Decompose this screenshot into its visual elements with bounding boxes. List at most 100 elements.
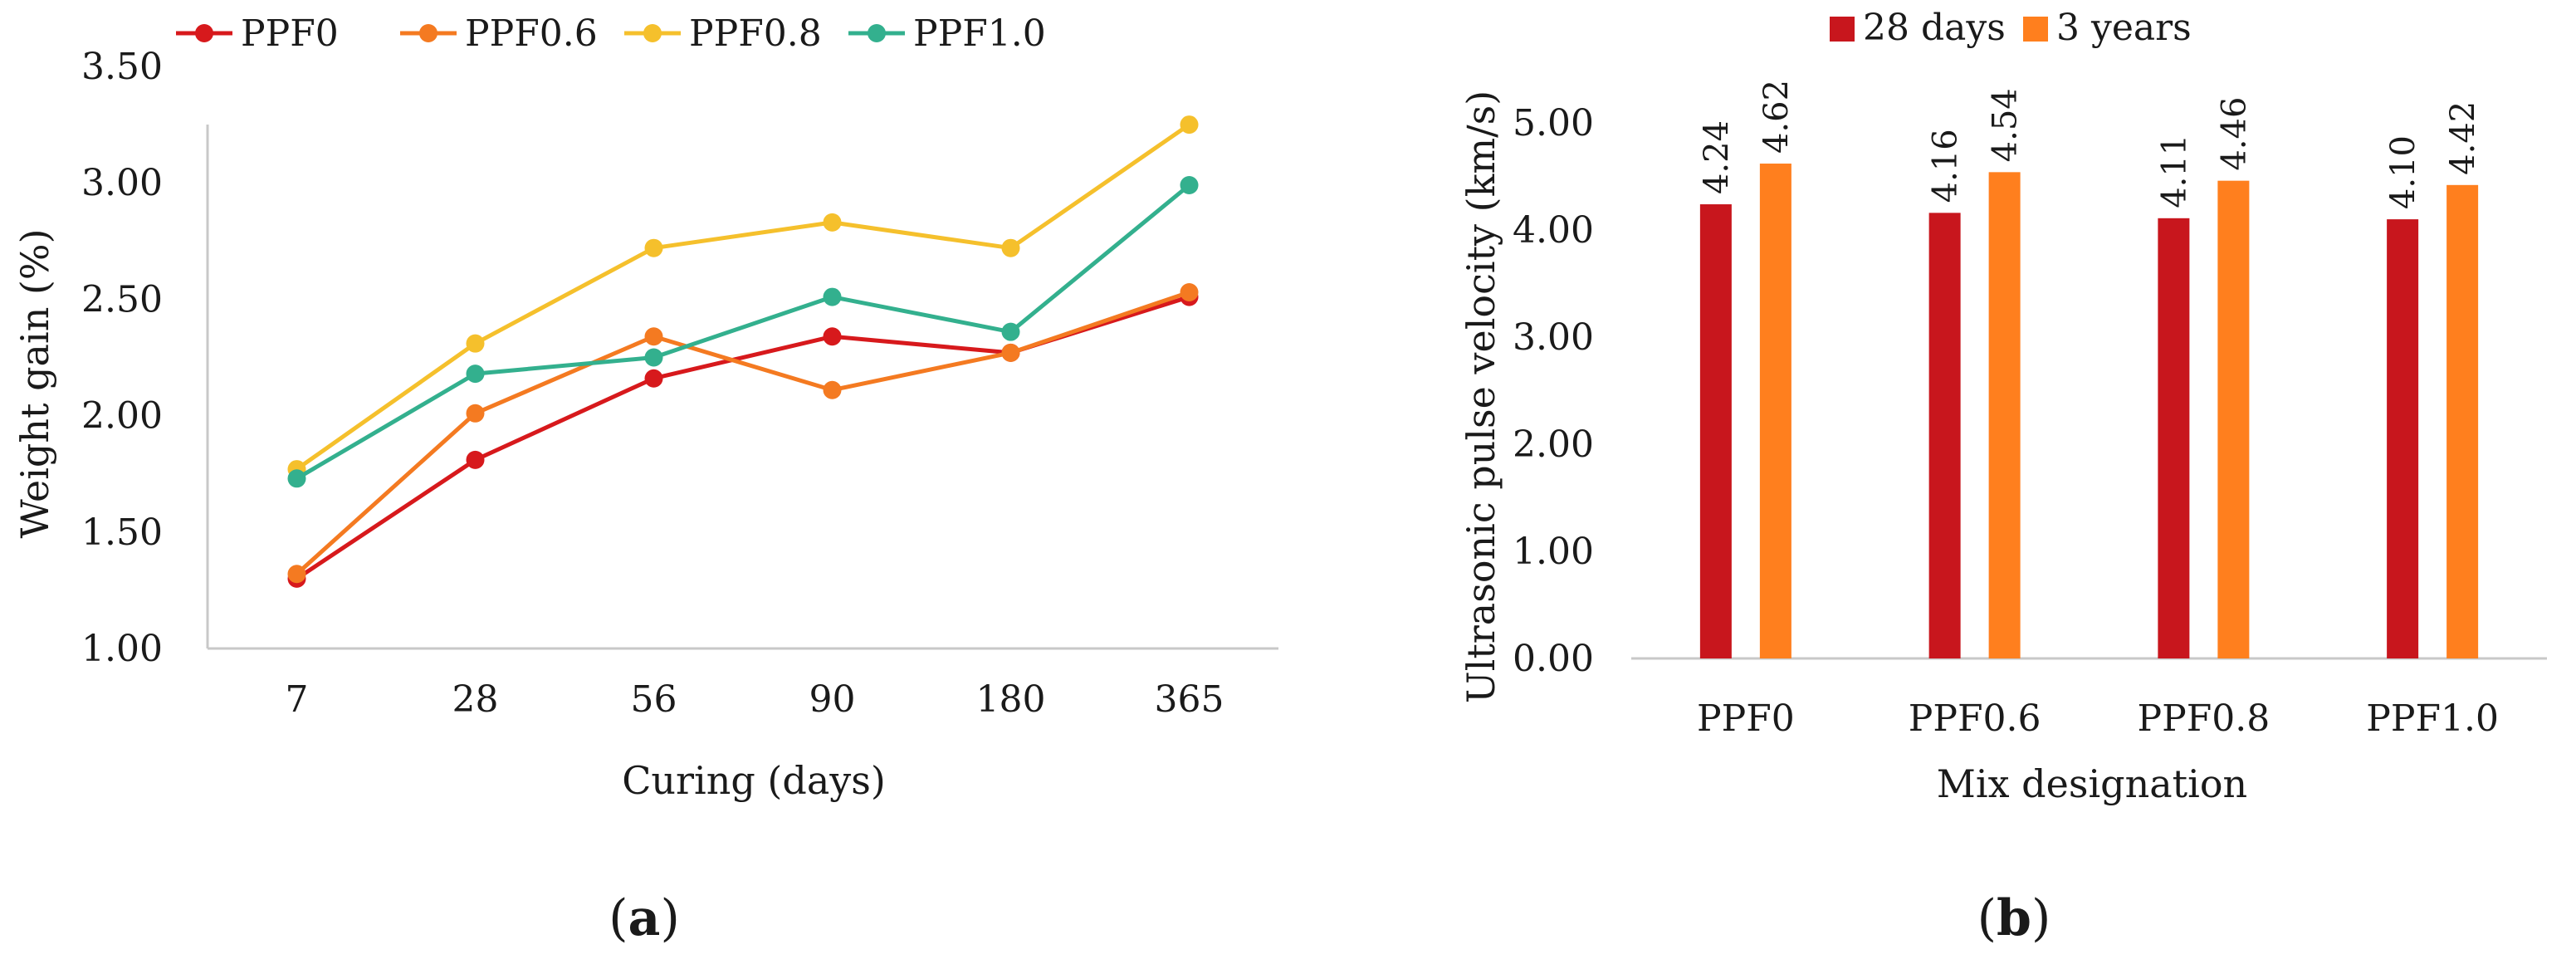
- panel-b-bar-28-days: [1699, 204, 1732, 659]
- panel-b-y-tick-label: 0.00: [1513, 638, 1594, 680]
- panel-a-legend-marker: [195, 24, 213, 42]
- panel-b-y-tick-label: 2.00: [1513, 423, 1594, 466]
- panel-a-data-point: [1001, 238, 1020, 257]
- panel-a-x-tick-label: 7: [286, 678, 309, 721]
- panel-b-bar-28-days: [2158, 218, 2190, 658]
- panel-a-data-point: [644, 369, 663, 388]
- panel-b-bar-3-years: [2217, 180, 2250, 658]
- panel-a-data-point: [823, 287, 842, 306]
- panel-b-y-tick-label: 1.00: [1513, 531, 1594, 573]
- panel-b-x-tick-label: PPF0.6: [1909, 697, 2041, 740]
- panel-b-y-axis-title: Ultrasonic pulse velocity (km/s): [1459, 91, 1503, 703]
- panel-b-legend-label: 3 years: [2056, 7, 2192, 49]
- panel-b-legend-item: 3 years: [2023, 7, 2192, 49]
- panel-b-data-label: 4.24: [1698, 120, 1736, 194]
- panel-b-data-label: 4.54: [1987, 88, 2025, 162]
- panel-a-legend-item: PPF1.0: [848, 12, 1046, 55]
- panel-b-bar-3-years: [1759, 164, 1791, 658]
- panel-a-data-point: [823, 380, 842, 399]
- panel-b-label-open: (: [1977, 889, 1997, 947]
- panel-b-data-label: 4.10: [2384, 135, 2422, 209]
- panel-a-data-point: [466, 365, 485, 384]
- panel-b-label-close: ): [2031, 889, 2051, 947]
- panel-a-legend-item: PPF0.6: [400, 12, 598, 55]
- panel-a-legend-marker: [419, 24, 437, 42]
- panel-a-line-chart: PPF0 PPF0.6 PPF0.8 PPF1.0 Weight gain (%) 1…: [12, 12, 1278, 947]
- panel-a-legend-item: PPF0: [176, 12, 339, 55]
- panel-a-y-axis-title: Weight gain (%): [12, 228, 57, 538]
- panel-a-legend-marker: [868, 24, 886, 42]
- panel-a-data-point: [644, 327, 663, 346]
- panel-a-data-point: [644, 238, 663, 257]
- panel-a-label-close: ): [660, 889, 679, 947]
- panel-a-y-tick-label: 3.50: [81, 46, 163, 88]
- panel-b-bar-chart: 28 days 3 years Ultrasonic pulse velocity…: [1459, 7, 2547, 947]
- panel-b-label-letter: b: [1997, 889, 2031, 947]
- panel-b-legend-label: 28 days: [1863, 7, 2006, 49]
- panel-b-legend-swatch: [2023, 17, 2048, 42]
- panel-a-series-line: [296, 123, 1190, 472]
- panel-a-legend-label: PPF1.0: [913, 12, 1046, 55]
- panel-b-data-label: 4.16: [1927, 129, 1965, 203]
- panel-a-legend-marker: [643, 24, 662, 42]
- panel-a-legend: PPF0 PPF0.6 PPF0.8 PPF1.0: [176, 12, 1046, 55]
- panel-b-data-label: 4.62: [1757, 80, 1796, 154]
- panel-b-bar-3-years: [2446, 184, 2479, 658]
- panel-a-data-point: [466, 450, 485, 469]
- panel-a-x-tick-label: 28: [452, 678, 499, 721]
- panel-a-y-tick-label: 2.50: [81, 278, 163, 321]
- panel-a-data-point: [823, 327, 842, 346]
- panel-a-series-line: [296, 184, 1191, 481]
- panel-a-series-ppf1-0: [287, 176, 1199, 488]
- panel-b-x-tick-label: PPF0.8: [2138, 697, 2270, 740]
- panel-a-data-point: [287, 469, 306, 488]
- panel-a-x-tick-label: 180: [976, 678, 1046, 721]
- panel-a-y-tick-label: 2.00: [81, 395, 163, 438]
- panel-b-y-tick-label: 3.00: [1513, 316, 1594, 359]
- panel-b-label: (b): [1977, 889, 2051, 947]
- panel-a-x-ticks: 7 28 56 90 180 365: [286, 678, 1224, 721]
- panel-a-label-letter: a: [628, 889, 661, 947]
- panel-a-y-tick-label: 3.00: [81, 162, 163, 204]
- panel-a-data-point: [1180, 176, 1199, 195]
- panel-b-data-label: 4.42: [2444, 101, 2482, 175]
- panel-a-y-ticks: 1.00 1.50 2.00 2.50 3.00 3.50: [81, 46, 163, 670]
- panel-a-x-axis-title: Curing (days): [622, 758, 886, 803]
- panel-b-legend-swatch: [1830, 17, 1855, 42]
- panel-b-x-ticks: PPF0 PPF0.6 PPF0.8 PPF1.0: [1697, 697, 2499, 740]
- panel-a-x-tick-label: 90: [809, 678, 856, 721]
- panel-a-legend-label: PPF0.8: [689, 12, 822, 55]
- panel-b-y-ticks: 0.00 1.00 2.00 3.00 4.00 5.00: [1513, 102, 1594, 680]
- panel-a-x-tick-label: 56: [631, 678, 677, 721]
- panel-a-y-tick-label: 1.50: [81, 511, 163, 554]
- panel-b-data-label: 4.46: [2215, 97, 2253, 171]
- panel-a-data-point: [466, 404, 485, 423]
- panel-b-x-axis-title: Mix designation: [1937, 761, 2247, 806]
- panel-b-x-tick-label: PPF0: [1697, 697, 1795, 740]
- panel-b-bars: 4.24 4.16 4.11 4.10 4.62 4.54 4.46 4.42: [1698, 80, 2482, 659]
- panel-b-y-tick-label: 4.00: [1513, 209, 1594, 252]
- panel-a-x-tick-label: 365: [1155, 678, 1224, 721]
- panel-b-legend: 28 days 3 years: [1830, 7, 2192, 49]
- panel-b-legend-item: 28 days: [1830, 7, 2006, 49]
- panel-a-label-open: (: [609, 889, 628, 947]
- panel-a-series-ppf0-6: [287, 282, 1199, 584]
- panel-b-bar-3-years: [1988, 172, 2021, 659]
- panel-a-legend-item: PPF0.8: [624, 12, 822, 55]
- panel-a-label: (a): [609, 889, 680, 947]
- panel-a-series-ppf0-8: [287, 115, 1199, 479]
- panel-b-data-label: 4.11: [2155, 135, 2193, 208]
- panel-a-data-point: [1001, 322, 1020, 341]
- panel-a-series: [287, 115, 1199, 588]
- panel-b-x-tick-label: PPF1.0: [2366, 697, 2499, 740]
- panel-a-y-tick-label: 1.00: [81, 628, 163, 670]
- panel-a-legend-label: PPF0.6: [465, 12, 598, 55]
- panel-a-data-point: [1180, 282, 1199, 301]
- panel-a-data-point: [466, 334, 485, 353]
- panel-b-bar-28-days: [1928, 213, 1961, 658]
- panel-b-y-tick-label: 5.00: [1513, 102, 1594, 144]
- panel-a-data-point: [644, 348, 663, 367]
- panel-a-legend-label: PPF0: [241, 12, 339, 55]
- panel-a-data-point: [823, 213, 842, 232]
